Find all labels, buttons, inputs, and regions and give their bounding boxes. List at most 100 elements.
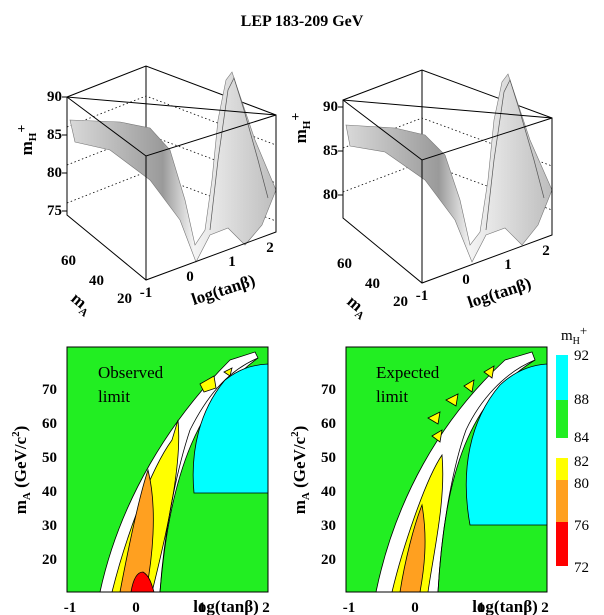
x-tick: 2 (262, 600, 270, 615)
y-tick: 20 (42, 552, 57, 568)
x-axis-ticks: -1 0 1 2 (140, 240, 274, 301)
z-tick: 80 (323, 187, 338, 203)
surface-ridge (209, 77, 269, 231)
z-tick: 85 (47, 127, 62, 143)
y-tick: 30 (321, 518, 336, 534)
y-tick: 60 (337, 256, 352, 272)
color-band-88-92 (556, 355, 568, 400)
x-tick: -1 (343, 600, 356, 615)
x-tick: 0 (186, 269, 194, 285)
box-top-front (342, 99, 553, 161)
surface-ridge (485, 79, 545, 231)
z-axis-label: mH+ (289, 113, 313, 144)
x-tick: -1 (140, 285, 153, 301)
color-scale-tick: 88 (574, 392, 589, 408)
y-tick: 70 (321, 382, 336, 398)
x-tick: 0 (462, 272, 470, 288)
y-tick: 20 (117, 291, 132, 307)
y-axis-label: mA (342, 292, 373, 323)
contour-panel-expected: 20 30 40 50 60 70 -1 0 1 2 Expected limi… (289, 346, 549, 615)
z-axis-ticks: 90 85 80 75 (47, 89, 67, 219)
color-scale-tick: 84 (574, 430, 590, 446)
plot-frame (345, 346, 548, 593)
color-band-72-76-visible (556, 522, 568, 566)
island-yellow (483, 365, 495, 379)
y-tick: 60 (321, 416, 336, 432)
x-tick: 0 (132, 600, 140, 615)
y-axis-label: mA (GeV/c2) (289, 426, 312, 515)
x-tick: 1 (477, 600, 485, 615)
contour-x-axis-label: log(tanβ) (472, 597, 538, 615)
color-band-82-84 (556, 438, 568, 458)
excluded-band-edge (159, 357, 259, 593)
x-tick: 2 (542, 243, 550, 259)
y-tick: 20 (321, 552, 336, 568)
z-tick: 90 (323, 99, 338, 115)
x-axis-ticks: -1 0 1 2 (64, 600, 270, 615)
y-tick: 60 (61, 253, 76, 269)
y-tick: 30 (42, 518, 57, 534)
figure-title: LEP 183-209 GeV (241, 13, 364, 30)
color-scale-tick: 92 (574, 348, 589, 364)
y-axis-label: mA (66, 289, 97, 320)
island-yellow (463, 379, 475, 393)
box-back-edges (66, 65, 277, 116)
island-yellow (431, 429, 443, 443)
color-scale-tick: 76 (574, 518, 590, 534)
y-axis-label: mA (GeV/c2) (10, 426, 33, 515)
z-axis-label: mH+ (15, 125, 39, 156)
band-88-92 (465, 363, 548, 526)
annotation-line2: limit (376, 387, 408, 406)
color-scale-labels: 92 88 84 82 80 76 72 (574, 348, 590, 576)
color-band-80-82 (556, 458, 568, 480)
x-tick: 1 (198, 600, 206, 615)
color-band-84-88 (556, 400, 568, 438)
box-top-front (66, 96, 277, 157)
color-scale-tick: 82 (574, 454, 589, 470)
color-scale-title: mH+ (561, 323, 587, 347)
box-back-edges (342, 69, 553, 119)
surface-panel-expected: 90 85 80 mH+ 60 40 20 mA -1 0 1 2 log(ta… (289, 69, 553, 323)
z-axis-ticks: 90 85 80 (323, 99, 343, 203)
x-tick: 1 (504, 257, 512, 273)
band-76-80 (399, 503, 426, 593)
y-tick: 50 (321, 450, 336, 466)
y-tick: 70 (42, 382, 57, 398)
z-tick: 80 (47, 165, 62, 181)
y-tick: 40 (365, 276, 380, 292)
z-tick: 75 (47, 203, 62, 219)
contour-panel-observed: 20 30 40 50 60 70 -1 0 1 2 log(tanβ) Obs… (10, 346, 270, 615)
color-scale: mH+ 92 88 84 82 80 76 72 (556, 323, 590, 576)
annotation-line1: Observed (98, 363, 164, 382)
color-scale-tick: 72 (574, 560, 589, 576)
y-tick: 40 (321, 484, 336, 500)
x-axis-label: log(tanβ) (189, 271, 257, 309)
y-axis-ticks: 60 40 20 (61, 253, 132, 307)
surface-mesh (69, 71, 277, 263)
surface-panel-observed: 90 85 80 75 mH+ 60 40 20 mA -1 0 1 2 log… (15, 65, 277, 320)
x-tick: -1 (416, 288, 429, 304)
x-tick: 2 (266, 240, 274, 256)
band-76-80 (119, 468, 154, 593)
y-tick: 40 (89, 273, 104, 289)
x-tick: -1 (64, 600, 77, 615)
box-front (342, 99, 553, 284)
box-front (66, 96, 277, 281)
z-tick: 90 (47, 89, 62, 105)
x-axis-ticks: -1 0 1 2 (416, 243, 550, 304)
band-72-76 (130, 571, 155, 593)
x-axis-ticks: -1 0 1 2 (343, 600, 549, 615)
island-yellow (427, 411, 441, 425)
y-axis-ticks: 60 40 20 (337, 256, 408, 310)
y-tick: 20 (393, 294, 408, 310)
island-yellow (445, 393, 459, 407)
contour-x-axis-label: log(tanβ) (193, 597, 259, 615)
excluded-band-edge (437, 359, 536, 593)
y-tick: 60 (42, 416, 57, 432)
annotation-line2: limit (98, 387, 130, 406)
y-tick: 50 (42, 450, 57, 466)
y-axis-ticks: 20 30 40 50 60 70 (42, 382, 57, 568)
x-tick: 2 (541, 600, 549, 615)
x-tick: 1 (228, 254, 236, 270)
plot-frame (66, 346, 269, 593)
